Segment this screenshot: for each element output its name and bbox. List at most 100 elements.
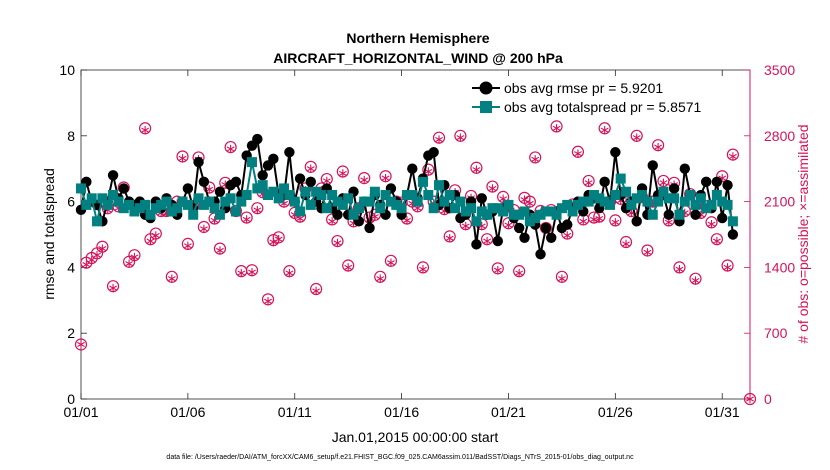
spread-point — [487, 203, 498, 214]
spread-point — [663, 193, 674, 204]
x-axis: 01/01 01/06 01/11 01/16 01/21 01/26 01/31 — [63, 70, 740, 420]
obs-assimilated-point — [333, 238, 342, 248]
obs-assimilated-point — [472, 165, 481, 174]
spread-point — [626, 199, 637, 210]
y-tick-label-left: 8 — [67, 128, 75, 144]
x-axis-label: Jan.01,2015 00:00:00 start — [332, 429, 499, 445]
spread-point — [182, 199, 193, 210]
spread-point — [220, 196, 231, 207]
obs-assimilated-point — [360, 175, 369, 185]
spread-point — [385, 196, 396, 207]
spread-point — [460, 206, 471, 217]
rmse-point — [722, 179, 733, 191]
obs-assimilated-point — [93, 250, 101, 260]
obs-assimilated-point — [520, 195, 529, 204]
spread-point — [717, 196, 728, 207]
spread-point — [118, 203, 129, 214]
spread-point — [145, 209, 156, 220]
obs-assimilated-point — [654, 142, 663, 152]
obs-assimilated-point — [483, 236, 492, 246]
rmse-point — [252, 133, 263, 145]
obs-assimilated-point — [574, 149, 582, 158]
spread-point — [273, 193, 284, 204]
spread-point — [674, 209, 685, 220]
rmse-point — [631, 216, 642, 227]
y-tick-label-right: 2100 — [764, 194, 795, 210]
spread-point — [653, 196, 664, 207]
spread-point — [503, 199, 514, 210]
spread-point — [236, 196, 247, 207]
y-tick-label-left: 2 — [67, 325, 75, 341]
obs-assimilated-point — [563, 231, 572, 240]
obs-assimilated-point — [728, 152, 737, 161]
rmse-point — [492, 235, 503, 247]
obs-assimilated-point — [264, 297, 272, 306]
rmse-point — [182, 183, 194, 194]
spread-point — [124, 199, 135, 210]
y-axis-right: 0 700 1400 2100 2800 3500 — [744, 62, 795, 407]
spread-point — [508, 209, 519, 220]
obs-assimilated-point — [77, 340, 85, 349]
rmse-point — [118, 183, 129, 194]
chart-title: Northern Hemisphere — [346, 30, 489, 46]
spread-point — [97, 193, 108, 204]
spread-point — [327, 190, 338, 201]
spread-point — [161, 196, 172, 207]
obs-assimilated-point — [419, 265, 427, 274]
spread-point — [642, 196, 653, 207]
y-tick-label-left: 6 — [67, 194, 75, 210]
spread-point — [434, 180, 445, 191]
spread-point — [524, 216, 535, 227]
spread-point — [514, 209, 525, 220]
spread-point — [209, 203, 220, 214]
obs-assimilated-point — [328, 217, 337, 226]
legend-spread-label: obs avg totalspread pr = 5.8571 — [504, 99, 702, 115]
spread-point — [380, 190, 391, 201]
rmse-point — [679, 163, 691, 174]
spread-point — [690, 199, 701, 210]
obs-assimilated-point — [600, 125, 609, 135]
rmse-point — [332, 209, 343, 220]
spread-point — [289, 196, 300, 207]
rmse-point — [700, 176, 712, 188]
rmse-point — [107, 170, 119, 181]
spread-point — [572, 199, 583, 210]
spread-point — [332, 196, 343, 207]
legend: obs avg rmse pr = 5.9201 obs avg totalsp… — [468, 76, 740, 118]
spread-point — [583, 196, 594, 207]
spread-point — [92, 216, 103, 227]
spread-point — [401, 190, 412, 201]
plot-frame — [80, 69, 751, 400]
spread-point — [156, 199, 167, 210]
obs-assimilated-point — [167, 274, 176, 283]
spread-point — [535, 209, 546, 220]
spread-point — [466, 203, 477, 214]
spread-point — [722, 199, 733, 210]
obs-assimilated-point — [622, 239, 630, 249]
obs-assimilated-point — [632, 133, 641, 142]
rmse-point — [305, 176, 316, 188]
spread-point — [637, 190, 648, 201]
spread-point — [348, 209, 359, 220]
spread-point — [396, 203, 407, 214]
obs-assimilated-point — [456, 133, 465, 142]
rmse-point — [428, 147, 439, 158]
spread-point — [140, 199, 151, 210]
obs-assimilated-point — [493, 266, 502, 275]
plot-area — [80, 69, 751, 400]
rmse-point — [230, 176, 242, 188]
y-tick-label-right: 700 — [764, 325, 788, 341]
obs-assimilated-point — [178, 154, 187, 163]
rmse-point — [513, 222, 525, 234]
spread-point — [150, 203, 161, 214]
spread-point — [556, 203, 567, 214]
obs-assimilated-point — [595, 214, 604, 223]
spread-point — [359, 196, 370, 207]
y-tick-label-right: 1400 — [764, 259, 795, 275]
spread-point — [241, 190, 252, 201]
spread-point — [417, 176, 428, 187]
obs-assimilated-point — [87, 255, 96, 265]
spread-point — [492, 203, 503, 214]
rmse-point — [727, 229, 739, 240]
